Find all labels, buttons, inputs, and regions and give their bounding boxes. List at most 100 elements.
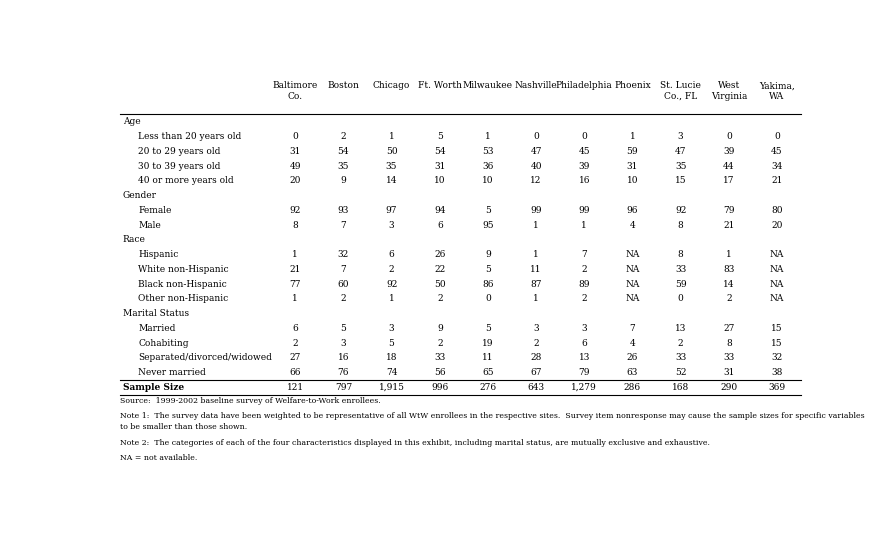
Text: 22: 22: [434, 265, 445, 274]
Text: 2: 2: [581, 294, 587, 303]
Text: 20 to 29 years old: 20 to 29 years old: [138, 147, 221, 156]
Text: 59: 59: [675, 280, 687, 288]
Text: 21: 21: [772, 176, 783, 185]
Text: NA = not available.: NA = not available.: [120, 454, 198, 462]
Text: 94: 94: [434, 206, 445, 215]
Text: 1: 1: [533, 294, 539, 303]
Text: 0: 0: [292, 132, 298, 141]
Text: 643: 643: [527, 383, 544, 392]
Text: 0: 0: [485, 294, 491, 303]
Text: NA: NA: [770, 250, 784, 259]
Text: 35: 35: [386, 162, 397, 170]
Text: 92: 92: [290, 206, 301, 215]
Text: 7: 7: [629, 324, 636, 333]
Text: Hispanic: Hispanic: [138, 250, 179, 259]
Text: 31: 31: [723, 368, 735, 377]
Text: 99: 99: [530, 206, 542, 215]
Text: Philadelphia: Philadelphia: [556, 81, 612, 90]
Text: 80: 80: [772, 206, 783, 215]
Text: Age: Age: [122, 118, 140, 126]
Text: 20: 20: [290, 176, 301, 185]
Text: 33: 33: [434, 353, 445, 362]
Text: White non-Hispanic: White non-Hispanic: [138, 265, 229, 274]
Text: 1: 1: [533, 220, 539, 230]
Text: 9: 9: [485, 250, 491, 259]
Text: 6: 6: [581, 338, 587, 348]
Text: 3: 3: [341, 338, 346, 348]
Text: 47: 47: [530, 147, 542, 156]
Text: 4: 4: [629, 220, 636, 230]
Text: 5: 5: [341, 324, 346, 333]
Text: 996: 996: [431, 383, 449, 392]
Text: 31: 31: [290, 147, 301, 156]
Text: 8: 8: [678, 220, 684, 230]
Text: 20: 20: [772, 220, 783, 230]
Text: 1: 1: [581, 220, 587, 230]
Text: NA: NA: [625, 294, 640, 303]
Text: 10: 10: [627, 176, 638, 185]
Text: 12: 12: [530, 176, 542, 185]
Text: 40 or more years old: 40 or more years old: [138, 176, 233, 185]
Text: 15: 15: [675, 176, 687, 185]
Text: 27: 27: [290, 353, 301, 362]
Text: 54: 54: [434, 147, 445, 156]
Text: 6: 6: [389, 250, 394, 259]
Text: Cohabiting: Cohabiting: [138, 338, 189, 348]
Text: 1: 1: [533, 250, 539, 259]
Text: 95: 95: [482, 220, 493, 230]
Text: 5: 5: [437, 132, 443, 141]
Text: 1: 1: [389, 294, 394, 303]
Text: 7: 7: [581, 250, 587, 259]
Text: Sample Size: Sample Size: [122, 383, 184, 392]
Text: Gender: Gender: [122, 191, 156, 200]
Text: 40: 40: [530, 162, 542, 170]
Text: 10: 10: [434, 176, 445, 185]
Text: 121: 121: [287, 383, 304, 392]
Text: 1: 1: [629, 132, 636, 141]
Text: 290: 290: [721, 383, 738, 392]
Text: 33: 33: [675, 265, 687, 274]
Text: 26: 26: [434, 250, 445, 259]
Text: 16: 16: [338, 353, 350, 362]
Text: 74: 74: [386, 368, 397, 377]
Text: 79: 79: [578, 368, 590, 377]
Text: 38: 38: [772, 368, 783, 377]
Text: Marital Status: Marital Status: [122, 309, 189, 318]
Text: 21: 21: [290, 265, 301, 274]
Text: Female: Female: [138, 206, 172, 215]
Text: Yakima,
WA: Yakima, WA: [759, 81, 795, 101]
Text: 28: 28: [530, 353, 542, 362]
Text: 39: 39: [578, 162, 590, 170]
Text: 83: 83: [723, 265, 735, 274]
Text: 1: 1: [389, 132, 394, 141]
Text: NA: NA: [625, 280, 640, 288]
Text: 93: 93: [338, 206, 349, 215]
Text: 10: 10: [482, 176, 493, 185]
Text: 8: 8: [726, 338, 731, 348]
Text: 2: 2: [678, 338, 684, 348]
Text: 286: 286: [624, 383, 641, 392]
Text: 56: 56: [434, 368, 445, 377]
Text: 3: 3: [389, 324, 394, 333]
Text: Source:  1999-2002 baseline survey of Welfare-to-Work enrollees.: Source: 1999-2002 baseline survey of Wel…: [120, 397, 381, 405]
Text: Note 2:  The categories of each of the four characteristics displayed in this ex: Note 2: The categories of each of the fo…: [120, 439, 710, 447]
Text: 1,915: 1,915: [378, 383, 405, 392]
Text: 52: 52: [675, 368, 687, 377]
Text: Black non-Hispanic: Black non-Hispanic: [138, 280, 227, 288]
Text: 76: 76: [338, 368, 350, 377]
Text: 39: 39: [723, 147, 735, 156]
Text: 3: 3: [389, 220, 394, 230]
Text: 67: 67: [530, 368, 542, 377]
Text: 45: 45: [578, 147, 590, 156]
Text: 86: 86: [482, 280, 493, 288]
Text: 2: 2: [341, 132, 346, 141]
Text: 8: 8: [678, 250, 684, 259]
Text: 45: 45: [772, 147, 783, 156]
Text: 31: 31: [434, 162, 445, 170]
Text: 5: 5: [389, 338, 394, 348]
Text: 3: 3: [534, 324, 539, 333]
Text: Boston: Boston: [327, 81, 359, 90]
Text: 16: 16: [578, 176, 590, 185]
Text: 50: 50: [385, 147, 397, 156]
Text: 31: 31: [627, 162, 638, 170]
